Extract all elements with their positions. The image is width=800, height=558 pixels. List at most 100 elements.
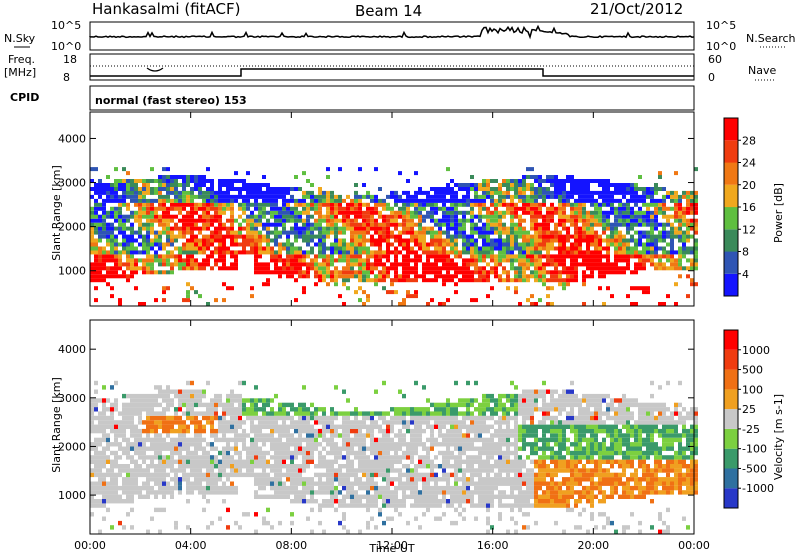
heatmap-cell bbox=[354, 203, 358, 207]
heatmap-cell bbox=[118, 425, 122, 429]
heatmap-cell bbox=[534, 254, 538, 258]
heatmap-cell bbox=[378, 223, 382, 227]
heatmap-cell bbox=[150, 517, 154, 521]
heatmap-cell bbox=[202, 411, 206, 415]
heatmap-cell bbox=[326, 191, 330, 195]
heatmap-cell bbox=[354, 239, 358, 243]
heatmap-cell bbox=[606, 191, 610, 195]
heatmap-cell bbox=[306, 203, 310, 207]
heatmap-cell bbox=[630, 239, 634, 243]
heatmap-cell bbox=[358, 203, 362, 207]
heatmap-cell bbox=[154, 403, 158, 407]
heatmap-cell bbox=[406, 294, 410, 298]
heatmap-cell bbox=[178, 203, 182, 207]
heatmap-cell bbox=[258, 473, 262, 477]
heatmap-cell bbox=[438, 254, 442, 258]
heatmap-cell bbox=[166, 262, 170, 266]
heatmap-cell bbox=[294, 442, 298, 446]
heatmap-cell bbox=[242, 227, 246, 231]
heatmap-cell bbox=[510, 235, 514, 239]
heatmap-cell bbox=[294, 464, 298, 468]
heatmap-cell bbox=[506, 239, 510, 243]
heatmap-cell bbox=[154, 250, 158, 254]
heatmap-cell bbox=[258, 460, 262, 464]
heatmap-cell bbox=[422, 411, 426, 415]
heatmap-cell bbox=[438, 227, 442, 231]
heatmap-cell bbox=[410, 477, 414, 481]
heatmap-cell bbox=[178, 254, 182, 258]
heatmap-cell bbox=[186, 447, 190, 451]
heatmap-cell bbox=[502, 247, 506, 251]
heatmap-cell bbox=[362, 420, 366, 424]
heatmap-cell bbox=[322, 219, 326, 223]
heatmap-cell bbox=[266, 239, 270, 243]
heatmap-cell bbox=[262, 433, 266, 437]
heatmap-cell bbox=[138, 416, 142, 420]
heatmap-cell bbox=[258, 235, 262, 239]
heatmap-cell bbox=[194, 425, 198, 429]
heatmap-cell bbox=[146, 179, 150, 183]
heatmap-cell bbox=[682, 211, 686, 215]
heatmap-cell bbox=[614, 239, 618, 243]
heatmap-cell bbox=[462, 199, 466, 203]
heatmap-cell bbox=[182, 223, 186, 227]
heatmap-cell bbox=[350, 411, 354, 415]
heatmap-cell bbox=[614, 262, 618, 266]
heatmap-cell bbox=[442, 473, 446, 477]
heatmap-cell bbox=[114, 254, 118, 258]
heatmap-cell bbox=[402, 227, 406, 231]
heatmap-cell bbox=[90, 211, 94, 215]
heatmap-cell bbox=[642, 254, 646, 258]
heatmap-cell bbox=[526, 262, 530, 266]
heatmap-cell bbox=[570, 219, 574, 223]
heatmap-cell bbox=[298, 199, 302, 203]
heatmap-cell bbox=[182, 460, 186, 464]
heatmap-cell bbox=[122, 215, 126, 219]
heatmap-cell bbox=[634, 247, 638, 251]
heatmap-cell bbox=[310, 438, 314, 442]
heatmap-cell bbox=[446, 223, 450, 227]
heatmap-cell bbox=[106, 175, 110, 179]
heatmap-cell bbox=[250, 455, 254, 459]
heatmap-cell bbox=[314, 274, 318, 278]
heatmap-cell bbox=[602, 183, 606, 187]
heatmap-cell bbox=[254, 473, 258, 477]
heatmap-cell bbox=[618, 254, 622, 258]
heatmap-cell bbox=[342, 420, 346, 424]
heatmap-cell bbox=[258, 398, 262, 402]
heatmap-cell bbox=[358, 247, 362, 251]
heatmap-cell bbox=[206, 302, 210, 306]
heatmap-cell bbox=[290, 425, 294, 429]
heatmap-cell bbox=[322, 227, 326, 231]
heatmap-cell bbox=[278, 425, 282, 429]
heatmap-cell bbox=[94, 274, 98, 278]
heatmap-cell bbox=[218, 398, 222, 402]
heatmap-cell bbox=[618, 266, 622, 270]
heatmap-cell bbox=[318, 473, 322, 477]
heatmap-cell bbox=[362, 464, 366, 468]
heatmap-cell bbox=[238, 460, 242, 464]
heatmap-cell bbox=[474, 227, 478, 231]
heatmap-cell bbox=[390, 425, 394, 429]
heatmap-cell bbox=[366, 525, 370, 529]
heatmap-cell bbox=[454, 227, 458, 231]
heatmap-cell bbox=[102, 447, 106, 451]
heatmap-cell bbox=[610, 231, 614, 235]
heatmap-cell bbox=[358, 464, 362, 468]
heatmap-cell bbox=[422, 243, 426, 247]
heatmap-cell bbox=[550, 302, 554, 306]
heatmap-cell bbox=[306, 429, 310, 433]
heatmap-cell bbox=[406, 290, 410, 294]
heatmap-cell bbox=[386, 451, 390, 455]
heatmap-cell bbox=[574, 250, 578, 254]
heatmap-cell bbox=[282, 219, 286, 223]
heatmap-cell bbox=[138, 219, 142, 223]
heatmap-cell bbox=[606, 266, 610, 270]
heatmap-cell bbox=[358, 239, 362, 243]
heatmap-cell bbox=[658, 231, 662, 235]
heatmap-cell bbox=[318, 211, 322, 215]
heatmap-cell bbox=[286, 270, 290, 274]
heatmap-cell bbox=[494, 258, 498, 262]
heatmap-cell bbox=[426, 495, 430, 499]
heatmap-cell bbox=[298, 425, 302, 429]
